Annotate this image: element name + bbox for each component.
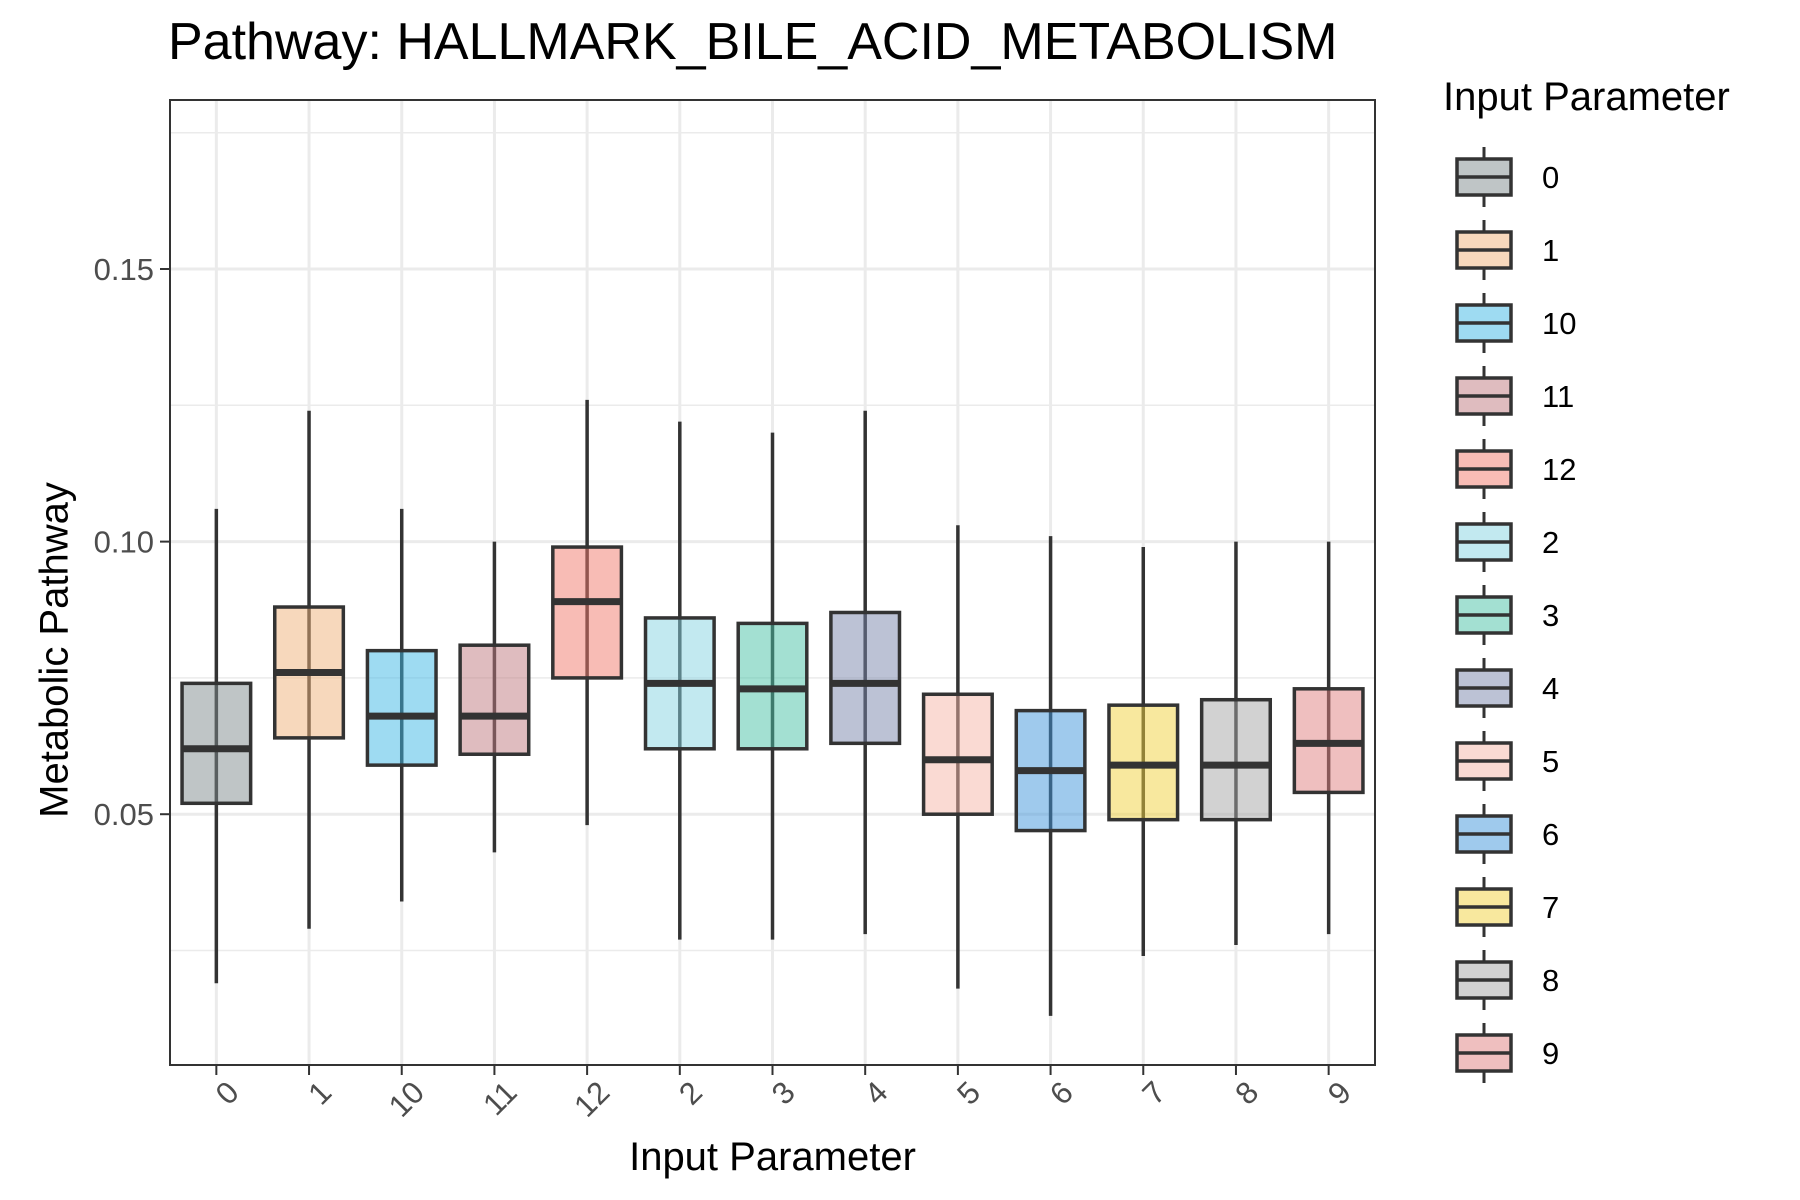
x-tick-label: 7 xyxy=(1136,1075,1173,1112)
legend-label-3: 3 xyxy=(1542,598,1559,633)
x-tick-label: 2 xyxy=(672,1075,709,1112)
x-tick-label: 11 xyxy=(476,1075,524,1123)
legend-label-5: 5 xyxy=(1542,744,1559,779)
y-tick-label: 0.05 xyxy=(94,797,154,832)
legend-label-0: 0 xyxy=(1542,160,1559,195)
legend-label-4: 4 xyxy=(1542,671,1559,706)
box-8 xyxy=(1199,697,1273,822)
legend-label-9: 9 xyxy=(1542,1036,1559,1071)
box-4 xyxy=(829,610,902,746)
box-11 xyxy=(458,643,531,756)
x-axis-label: Input Parameter xyxy=(629,1135,916,1179)
y-tick-label: 0.10 xyxy=(94,525,154,560)
x-tick-label: 1 xyxy=(301,1075,338,1112)
box-0 xyxy=(180,681,253,806)
box-12 xyxy=(551,545,624,680)
x-tick-label: 10 xyxy=(382,1075,431,1124)
legend-label-2: 2 xyxy=(1542,525,1559,560)
x-tick-label: 3 xyxy=(765,1075,802,1112)
legend-label-10: 10 xyxy=(1542,306,1576,341)
x-tick-label: 0 xyxy=(209,1075,246,1112)
y-tick-label: 0.15 xyxy=(94,252,154,287)
legend-label-12: 12 xyxy=(1542,452,1576,487)
box-10 xyxy=(365,648,438,767)
x-tick-label: 5 xyxy=(950,1075,987,1112)
x-tick-label: 4 xyxy=(858,1075,895,1112)
x-tick-label: 8 xyxy=(1228,1075,1265,1112)
x-tick-label: 6 xyxy=(1043,1075,1080,1112)
box-5 xyxy=(921,692,994,816)
legend-label-11: 11 xyxy=(1542,379,1574,414)
legend-label-7: 7 xyxy=(1542,890,1559,925)
legend-label-6: 6 xyxy=(1542,817,1559,852)
legend-label-8: 8 xyxy=(1542,963,1559,998)
legend-label-1: 1 xyxy=(1542,233,1559,268)
x-tick-label: 9 xyxy=(1321,1075,1358,1112)
legend-title: Input Parameter xyxy=(1443,75,1730,119)
chart-title: Pathway: HALLMARK_BILE_ACID_METABOLISM xyxy=(168,13,1338,71)
x-tick-label: 12 xyxy=(567,1075,616,1124)
